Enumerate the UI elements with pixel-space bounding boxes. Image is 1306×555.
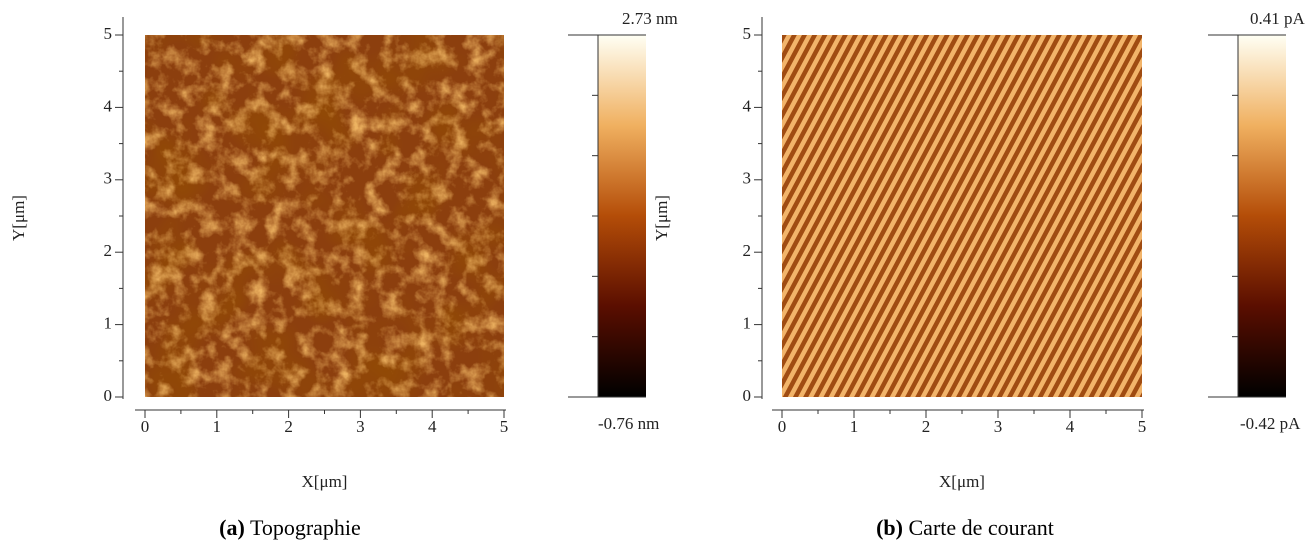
y-tick-label: 4 [104, 96, 113, 115]
x-axis-label: X[μm] [302, 472, 348, 491]
colorbar [598, 35, 646, 397]
x-tick-label: 2 [922, 417, 931, 436]
colorbar-label: 2.73 nm [622, 9, 678, 28]
colorbar-label: -0.76 nm [598, 414, 659, 433]
y-axis-label: Y[μm] [652, 195, 671, 241]
y-tick-label: 3 [104, 169, 113, 188]
x-tick-label: 1 [213, 417, 222, 436]
x-tick-label: 5 [500, 417, 509, 436]
caption-label: (a) [219, 515, 245, 540]
y-tick-label: 3 [743, 169, 752, 188]
x-tick-label: 0 [141, 417, 150, 436]
panel-b-image [782, 35, 1142, 397]
caption: (b) Carte de courant [876, 515, 1054, 540]
x-tick-label: 5 [1138, 417, 1147, 436]
x-tick-label: 4 [428, 417, 437, 436]
caption-text: Topographie [250, 515, 361, 540]
x-tick-label: 0 [778, 417, 787, 436]
y-axis-label: Y[μm] [9, 195, 28, 241]
caption-label: (b) [876, 515, 903, 540]
x-tick-label: 2 [284, 417, 293, 436]
caption: (a) Topographie [219, 515, 361, 540]
x-tick-label: 3 [356, 417, 365, 436]
y-tick-label: 2 [743, 241, 752, 260]
x-axis-label: X[μm] [939, 472, 985, 491]
y-tick-label: 0 [104, 386, 113, 405]
x-tick-label: 4 [1066, 417, 1075, 436]
y-tick-label: 5 [743, 24, 752, 43]
x-tick-label: 1 [850, 417, 859, 436]
colorbar-label: -0.42 pA [1240, 414, 1301, 433]
panel-a-image [145, 35, 504, 397]
y-tick-label: 0 [743, 386, 752, 405]
x-tick-label: 3 [994, 417, 1003, 436]
colorbar [1238, 35, 1286, 397]
y-tick-label: 4 [743, 96, 752, 115]
caption-text: Carte de courant [909, 515, 1054, 540]
colorbar-label: 0.41 pA [1250, 9, 1306, 28]
y-tick-label: 1 [104, 314, 113, 333]
y-tick-label: 2 [104, 241, 113, 260]
y-tick-label: 5 [104, 24, 113, 43]
y-tick-label: 1 [743, 314, 752, 333]
